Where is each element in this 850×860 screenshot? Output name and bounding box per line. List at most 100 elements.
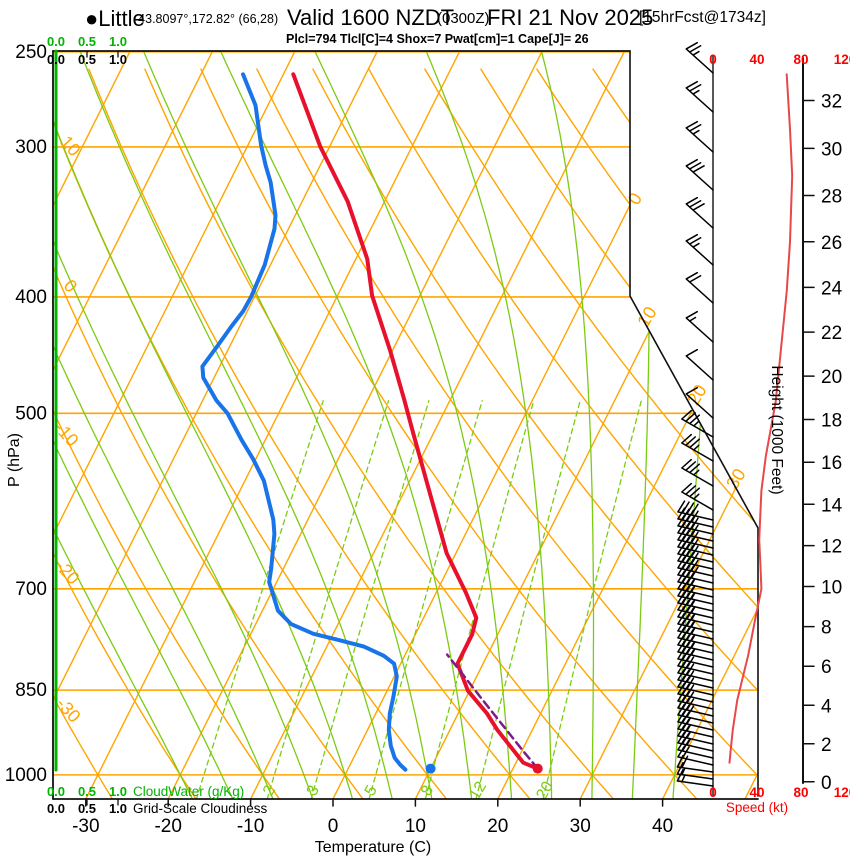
wind-barb-glyph <box>677 647 714 668</box>
wind-barb <box>676 768 714 787</box>
speed-tick-label-bottom: 80 <box>793 785 808 800</box>
parcel-ascent-curve <box>445 653 539 770</box>
height-tick-label: 18 <box>821 411 842 432</box>
pressure-tick-label: 400 <box>15 287 47 308</box>
surface-temp-dot <box>532 763 543 774</box>
height-tick-label: 14 <box>821 495 843 516</box>
wind-barb-glyph <box>677 668 714 689</box>
pressure-tick-label: 500 <box>15 403 47 424</box>
wind-barb-glyph <box>685 196 714 229</box>
mixing-ratio-line <box>310 400 430 799</box>
wind-barb-glyph <box>677 710 714 731</box>
isotherm-line <box>249 51 626 799</box>
wind-barb <box>685 310 714 343</box>
height-tick-label: 12 <box>821 537 842 558</box>
wind-barb-glyph <box>681 409 714 438</box>
isotherm-line <box>167 51 543 799</box>
temp-tick-label: 0 <box>328 816 339 837</box>
wind-barb <box>677 689 714 710</box>
moist-adiabat-line <box>79 51 393 799</box>
speed-tick-label-top: 80 <box>793 52 808 67</box>
moist-adiabat-line <box>425 51 553 799</box>
wind-speed-curve <box>728 73 794 764</box>
height-tick-label: 0 <box>821 773 832 794</box>
cloud-scale-black-tick: 0.0 <box>47 801 65 816</box>
cloud-scale-green-tick: 1.0 <box>109 34 127 49</box>
wind-barb <box>685 80 714 113</box>
pressure-axis-title: P (hPa) <box>6 433 23 487</box>
wind-barb-glyph <box>677 703 714 724</box>
temp-tick-label: -30 <box>72 816 99 837</box>
wind-barb <box>677 731 714 752</box>
wind-barb-glyph <box>681 482 714 511</box>
wind-barb-glyph <box>677 724 714 745</box>
wind-barb <box>685 271 714 304</box>
wind-barb <box>681 409 714 438</box>
valid-time: Valid 1600 NZDT <box>287 5 455 30</box>
wind-barb <box>685 158 714 191</box>
stability-indices: Plcl=794 Tlcl[C]=4 Shox=7 Pwat[cm]=1 Cap… <box>286 32 589 46</box>
dry-adiabat-line <box>424 68 758 799</box>
wind-barb <box>685 41 714 74</box>
moist-adiabat-line <box>53 51 274 799</box>
wind-barb-glyph <box>676 768 714 787</box>
temp-tick-label: -20 <box>154 816 181 837</box>
moist-adiabat-line <box>53 51 234 799</box>
dry-adiabat-line <box>256 68 758 799</box>
height-tick-label: 8 <box>821 618 832 639</box>
surface-dewpoint-dot <box>425 763 436 774</box>
cloud-scale-green-tick: 0.5 <box>78 784 96 799</box>
moist-adiabat-line <box>53 51 314 799</box>
station-coords: -43.8097°,172.82° (66,28) <box>134 12 279 26</box>
temp-tick-label: 40 <box>652 816 673 837</box>
moist-adiabat-line <box>53 51 354 799</box>
speed-tick-label-bottom: 120 <box>834 785 850 800</box>
wind-barb <box>685 120 714 153</box>
mixing-ratio-line <box>542 400 642 799</box>
height-tick-label: 24 <box>821 278 843 299</box>
mixing-ratio-label: 5 <box>362 783 381 799</box>
dry-adiabat-line <box>200 68 698 799</box>
height-tick-label: 22 <box>821 323 842 344</box>
wind-barb-glyph <box>677 640 714 661</box>
isotherm-label: 0 <box>624 189 646 208</box>
station-dot-icon: ● <box>85 6 99 31</box>
speed-tick-label-bottom: 0 <box>709 785 717 800</box>
wind-barb <box>681 482 714 511</box>
dry-adiabat-line <box>88 68 531 799</box>
wind-barb <box>681 458 714 487</box>
wind-barb-glyph <box>685 41 714 74</box>
height-tick-label: 20 <box>821 367 842 388</box>
isotherm-line <box>579 51 758 799</box>
wind-barb-glyph <box>677 696 714 717</box>
wind-barb-glyph <box>685 310 714 343</box>
isotherm-line <box>53 51 379 799</box>
mixing-ratio-label: 8 <box>418 783 437 799</box>
cloud-scale-green-tick: 0.0 <box>47 784 65 799</box>
cloud-scale-black-tick: 0.5 <box>78 52 96 67</box>
wind-barb-glyph <box>685 120 714 153</box>
cloudwater-scale-title: CloudWater (g/Kg) <box>133 784 244 799</box>
height-tick-label: 6 <box>821 657 832 678</box>
wind-barb <box>685 233 714 266</box>
dry-adiabat-line <box>53 68 364 799</box>
wind-barb <box>677 710 714 731</box>
mixing-ratio-label: 3 <box>304 783 323 799</box>
isotherm-line <box>53 51 214 799</box>
moist-adiabat-line <box>540 51 595 799</box>
wind-barb-glyph <box>677 661 714 682</box>
grid-layer <box>53 51 758 799</box>
wind-barb <box>677 745 714 766</box>
height-tick-label: 28 <box>821 186 842 207</box>
mixing-ratio-label: 20 <box>533 779 557 803</box>
valid-zulu: (0300Z) <box>437 10 490 27</box>
mixing-ratio-label: 12 <box>467 779 491 803</box>
speed-tick-label-top: 120 <box>834 52 850 67</box>
dry-adiabat-line <box>144 68 615 799</box>
forecast-hour: [15hrFcst@1734z] <box>639 9 766 26</box>
pressure-tick-label: 1000 <box>5 765 47 786</box>
pressure-tick-label: 250 <box>15 42 47 63</box>
dry-adiabat-line <box>53 68 197 799</box>
cloud-scale-green-tick: 1.0 <box>109 784 127 799</box>
wind-barbs-layer <box>676 41 714 787</box>
